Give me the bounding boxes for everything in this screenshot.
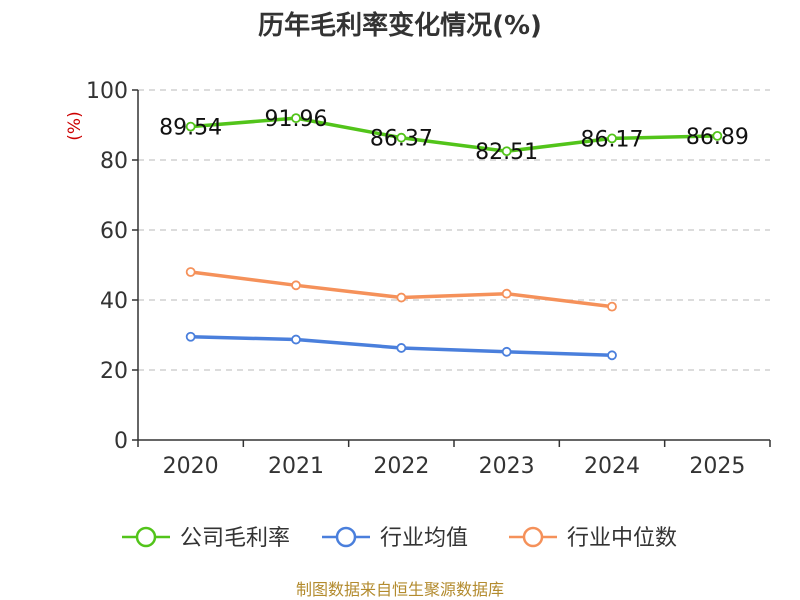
y-tick-label-20: 20	[100, 359, 128, 384]
series-1-point-2024	[607, 350, 617, 361]
legend-swatch-marker-2	[522, 526, 544, 548]
y-axis-unit-label: (%)	[65, 111, 85, 140]
series-2-point-2021	[291, 280, 301, 291]
x-tick-label-2024: 2024	[584, 454, 640, 479]
legend-label-0: 公司毛利率	[180, 526, 290, 551]
legend: 公司毛利率 行业均值 行业中位数	[122, 526, 677, 551]
series-0-point-2024	[607, 133, 617, 144]
series-group	[185, 113, 723, 361]
legend-label-2: 行业中位数	[567, 526, 677, 551]
series-2-point-2020	[185, 267, 196, 277]
x-tick-label-2020: 2020	[163, 454, 219, 479]
x-tick-label-2022: 2022	[373, 454, 429, 479]
chart-title: 历年毛利率变化情况(%)	[258, 10, 542, 41]
x-tick-label-2025: 2025	[689, 454, 745, 479]
series-0-point-2022	[396, 132, 407, 143]
series-0-point-2020	[185, 121, 196, 132]
series-0-point-2025	[712, 130, 723, 141]
legend-label-1: 行业均值	[380, 526, 468, 551]
data-label-2020: 89.54	[159, 116, 222, 141]
series-1-point-2021	[291, 334, 301, 345]
y-tick-label-100: 100	[86, 79, 128, 104]
legend-item-1: 行业均值	[322, 526, 468, 551]
y-tick-label-0: 0	[114, 429, 128, 454]
data-label-2025: 86.89	[686, 125, 749, 150]
data-label-2021: 91.96	[265, 107, 328, 132]
series-1-point-2020	[185, 331, 196, 342]
y-tick-label-80: 80	[100, 149, 128, 174]
data-label-2023: 82.51	[475, 140, 538, 165]
x-tick-label-2021: 2021	[268, 454, 324, 479]
y-tick-label-40: 40	[100, 289, 128, 314]
series-0-point-2021	[291, 113, 301, 124]
data-labels: 89.54 91.96 86.37 82.51 86.17 86.89	[159, 107, 749, 165]
series-2-point-2022	[396, 292, 407, 303]
y-tick-label-60: 60	[100, 219, 128, 244]
legend-item-2: 行业中位数	[509, 526, 677, 551]
source-note: 制图数据来自恒生聚源数据库	[296, 580, 504, 599]
series-line-0	[188, 116, 720, 153]
series-2-point-2024	[607, 301, 617, 312]
series-2-point-2023	[501, 288, 512, 299]
series-1-point-2022	[396, 343, 407, 353]
axes: 0 20 40 60 80 100 2020 2021 2022 2023 2024 2025	[86, 79, 771, 479]
x-tick-label-2023: 2023	[479, 454, 535, 479]
series-1-point-2023	[501, 346, 512, 357]
legend-swatch-marker-0	[135, 526, 157, 548]
data-label-2024: 86.17	[581, 127, 644, 152]
gridlines	[138, 89, 770, 371]
series-0-point-2023	[501, 146, 512, 157]
legend-swatch-marker-1	[335, 526, 357, 548]
data-label-2022: 86.37	[370, 127, 433, 152]
legend-item-0: 公司毛利率	[122, 526, 290, 551]
